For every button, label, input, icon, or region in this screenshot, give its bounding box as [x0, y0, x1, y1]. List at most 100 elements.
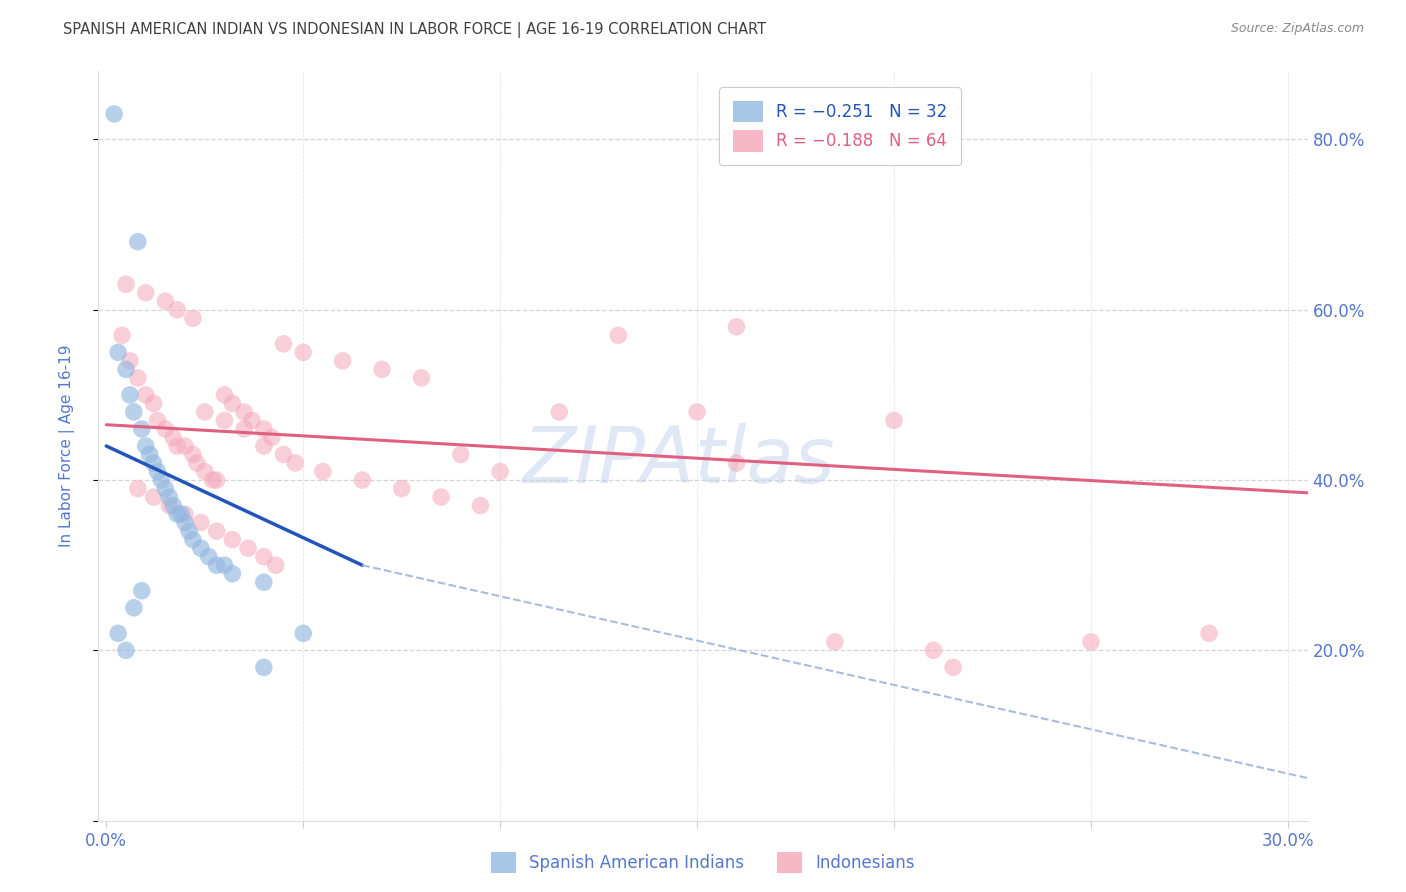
Point: [181, 311, 204, 326]
Point: [236, 541, 259, 556]
Point: [1198, 626, 1220, 640]
Point: [122, 600, 145, 615]
Point: [118, 354, 141, 368]
Point: [450, 448, 472, 462]
Point: [107, 345, 129, 359]
Point: [127, 482, 149, 496]
Point: [548, 405, 571, 419]
Point: [115, 362, 138, 376]
Point: [233, 405, 256, 419]
Point: [253, 439, 276, 453]
Point: [194, 405, 217, 419]
Point: [150, 473, 173, 487]
Text: ZIPAtlas: ZIPAtlas: [523, 423, 835, 499]
Point: [146, 413, 169, 427]
Point: [470, 499, 492, 513]
Point: [233, 422, 256, 436]
Point: [411, 371, 433, 385]
Point: [177, 524, 200, 538]
Point: [1080, 635, 1102, 649]
Point: [197, 549, 219, 564]
Point: [725, 319, 748, 334]
Point: [205, 524, 228, 538]
Point: [118, 388, 141, 402]
Point: [155, 422, 177, 436]
Point: [135, 388, 157, 402]
Point: [157, 490, 180, 504]
Point: [103, 107, 125, 121]
Point: [174, 439, 197, 453]
Point: [489, 465, 512, 479]
Point: [181, 448, 204, 462]
Point: [221, 533, 243, 547]
Point: [174, 507, 197, 521]
Point: [824, 635, 846, 649]
Point: [142, 396, 165, 410]
Point: [131, 583, 153, 598]
Point: [205, 558, 228, 573]
Text: SPANISH AMERICAN INDIAN VS INDONESIAN IN LABOR FORCE | AGE 16-19 CORRELATION CHA: SPANISH AMERICAN INDIAN VS INDONESIAN IN…: [63, 22, 766, 38]
Point: [155, 294, 177, 309]
Point: [391, 482, 413, 496]
Y-axis label: In Labor Force | Age 16-19: In Labor Force | Age 16-19: [59, 344, 75, 548]
Legend: Spanish American Indians, Indonesians: Spanish American Indians, Indonesians: [484, 846, 922, 880]
Point: [170, 507, 193, 521]
Legend: R = −0.251   N = 32, R = −0.188   N = 64: R = −0.251 N = 32, R = −0.188 N = 64: [720, 87, 960, 165]
Point: [142, 490, 165, 504]
Point: [190, 541, 212, 556]
Point: [214, 388, 236, 402]
Point: [190, 516, 212, 530]
Point: [312, 465, 335, 479]
Point: [292, 345, 315, 359]
Point: [107, 626, 129, 640]
Point: [205, 473, 228, 487]
Point: [201, 473, 224, 487]
Point: [725, 456, 748, 470]
Point: [260, 430, 283, 444]
Point: [264, 558, 287, 573]
Point: [174, 516, 197, 530]
Point: [162, 430, 184, 444]
Point: [111, 328, 134, 343]
Point: [253, 660, 276, 674]
Point: [253, 549, 276, 564]
Point: [127, 371, 149, 385]
Point: [430, 490, 453, 504]
Point: [166, 507, 188, 521]
Point: [162, 499, 184, 513]
Point: [138, 448, 160, 462]
Point: [214, 413, 236, 427]
Point: [607, 328, 630, 343]
Point: [186, 456, 208, 470]
Point: [332, 354, 354, 368]
Point: [284, 456, 307, 470]
Point: [166, 302, 188, 317]
Point: [155, 482, 177, 496]
Point: [127, 235, 149, 249]
Point: [922, 643, 945, 657]
Point: [194, 465, 217, 479]
Point: [157, 499, 180, 513]
Point: [240, 413, 263, 427]
Point: [115, 277, 138, 292]
Text: Source: ZipAtlas.com: Source: ZipAtlas.com: [1230, 22, 1364, 36]
Point: [221, 566, 243, 581]
Point: [253, 575, 276, 590]
Point: [292, 626, 315, 640]
Point: [221, 396, 243, 410]
Point: [273, 448, 295, 462]
Point: [883, 413, 905, 427]
Point: [214, 558, 236, 573]
Point: [181, 533, 204, 547]
Point: [146, 465, 169, 479]
Point: [166, 439, 188, 453]
Point: [253, 422, 276, 436]
Point: [273, 336, 295, 351]
Point: [122, 405, 145, 419]
Point: [352, 473, 374, 487]
Point: [115, 643, 138, 657]
Point: [135, 439, 157, 453]
Point: [686, 405, 709, 419]
Point: [942, 660, 965, 674]
Point: [371, 362, 394, 376]
